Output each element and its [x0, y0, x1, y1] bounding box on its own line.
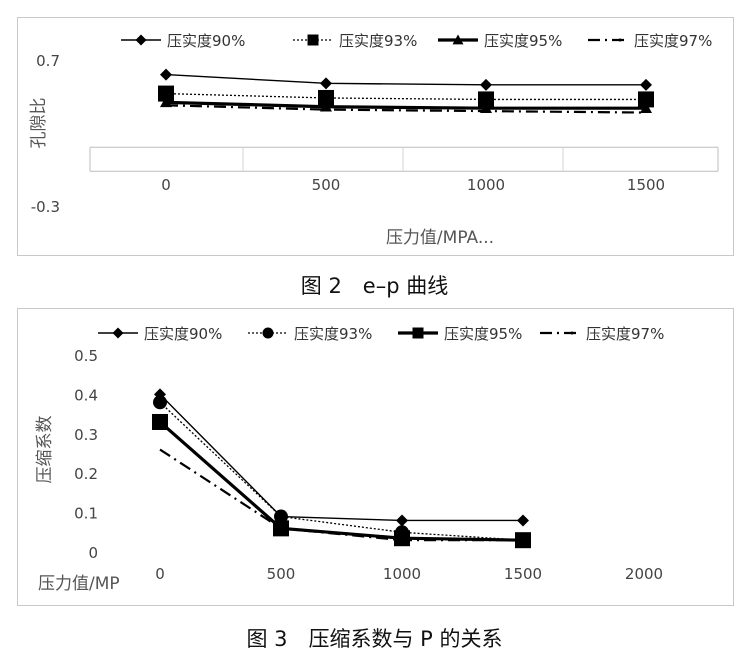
y-axis-label: 孔隙比 — [29, 98, 49, 149]
series-line-1 — [159, 401, 524, 541]
series-1-point-3 — [638, 91, 654, 108]
legend-label-2: 压实度95% — [444, 325, 522, 343]
series-0-point-2 — [396, 514, 408, 527]
series-line-0 — [159, 393, 523, 522]
series-2-point-0 — [152, 413, 168, 430]
compression-coefficient-chart: 压实度90% 压实度93% 压实度95% 压实度97% 0 0.1 0.2 0.3 0.4 0.5… — [35, 325, 664, 594]
x-tick-label-0: 0 — [155, 565, 165, 583]
y-tick-label-3: 0.3 — [74, 426, 98, 444]
x-tick-label-3: 1500 — [627, 176, 665, 194]
legend-dot-3 — [618, 38, 622, 42]
y-tick-label-0: 0 — [88, 544, 98, 562]
series-line-3 — [165, 104, 647, 114]
series-line-1 — [165, 92, 646, 101]
legend-marker-2 — [452, 34, 464, 45]
series-line-0 — [165, 73, 646, 86]
legend-label-1: 压实度93% — [339, 32, 417, 50]
series-1-point-0 — [153, 395, 167, 410]
legend-label-0: 压实度90% — [144, 325, 222, 343]
x-tick-label-3: 1500 — [504, 565, 542, 583]
series-line-2 — [158, 420, 524, 542]
legend-label-3: 压实度97% — [586, 325, 664, 343]
chart-panel-ep: 压实度90% 压实度93% 压实度95% 压实度97% 0.7 -0.3 0 500 1000 1… — [17, 17, 734, 256]
series-1-point-1 — [274, 509, 288, 524]
chart-panel-compression: 压实度90% 压实度93% 压实度95% 压实度97% 0 0.1 0.2 0.3 0.4 0.5… — [17, 308, 734, 606]
series-2-point-2 — [394, 530, 410, 547]
y-tick-label-5: 0.5 — [74, 347, 98, 365]
series-0-point-0 — [160, 68, 172, 81]
y-tick-label-1: -0.3 — [31, 198, 60, 216]
y-tick-label-1: 0.1 — [74, 505, 98, 523]
series-1-point-1 — [318, 89, 334, 106]
x-tick-label-0: 0 — [161, 176, 171, 194]
series-line-2 — [165, 100, 646, 110]
x-tick-label-1: 500 — [267, 565, 296, 583]
x-tick-label-1: 500 — [312, 176, 341, 194]
x-axis-label: 压力值/MPA... — [386, 228, 494, 248]
series-0-point-3 — [517, 514, 529, 527]
legend-label-0: 压实度90% — [167, 32, 245, 50]
ep-curve-chart: 压实度90% 压实度93% 压实度95% 压实度97% 0.7 -0.3 0 500 1000 1… — [29, 32, 719, 248]
caption-figure-3: 图 3 压缩系数与 P 的关系 — [246, 627, 503, 651]
legend-marker-1 — [307, 34, 319, 46]
y-axis-label: 压缩系数 — [35, 416, 55, 484]
caption-figure-2: 图 2 e–p 曲线 — [300, 274, 449, 298]
legend-label-1: 压实度93% — [294, 325, 372, 343]
legend-marker-1 — [262, 327, 274, 339]
series-line-3 — [159, 448, 523, 542]
y-tick-label-0: 0.7 — [36, 52, 60, 70]
series-0-point-1 — [320, 77, 332, 90]
series-2-point-1 — [320, 100, 332, 112]
legend-marker-0 — [135, 34, 147, 46]
legend-label-2: 压实度95% — [484, 32, 562, 50]
x-axis-label: 压力值/MP — [38, 574, 120, 594]
x-tick-label-4: 2000 — [625, 565, 663, 583]
legend-marker-0 — [112, 327, 124, 339]
series-1-point-0 — [158, 85, 174, 102]
y-tick-label-4: 0.4 — [74, 386, 98, 404]
legend-marker-2 — [412, 327, 424, 339]
y-tick-label-2: 0.2 — [74, 465, 98, 483]
series-0-point-2 — [480, 78, 492, 91]
legend-dot-3 — [570, 331, 574, 335]
x-tick-label-2: 1000 — [467, 176, 505, 194]
x-tick-label-2: 1000 — [383, 565, 421, 583]
series-2-point-3 — [640, 102, 652, 113]
legend-label-3: 压实度97% — [634, 32, 712, 50]
series-1-point-2 — [478, 91, 494, 108]
series-0-point-3 — [640, 78, 652, 91]
